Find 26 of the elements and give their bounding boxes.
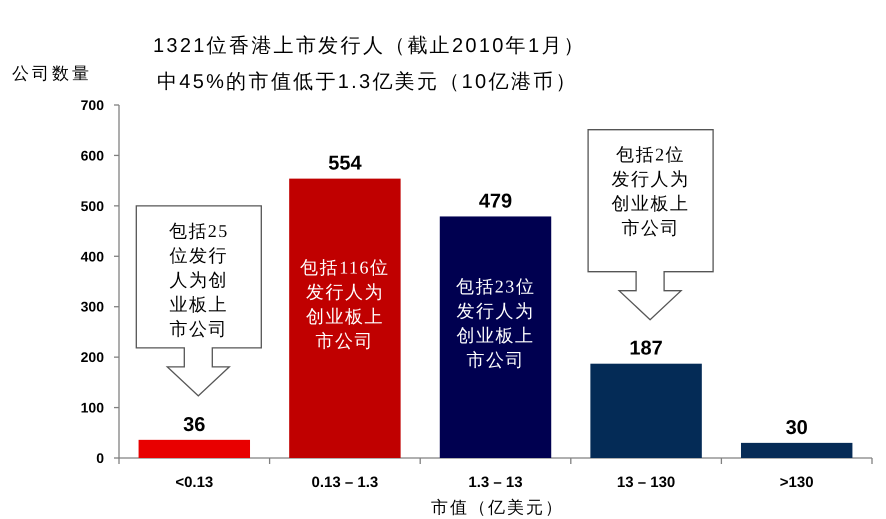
data-label: 479 [478, 190, 512, 212]
note: 包括116位发行人为创业板上市公司 [300, 258, 390, 352]
data-label: 554 [328, 152, 362, 175]
y-tick-label: 0 [96, 450, 104, 466]
y-tick-label: 600 [80, 147, 104, 164]
xlabel: 市值（亿美元） [431, 498, 564, 517]
note: 包括23位发行人为创业板上市公司 [456, 276, 536, 370]
note: 包括25位发行人为创业板上市公司 [168, 220, 229, 339]
x-tick-label: <0.13 [175, 474, 214, 491]
y-tick-label: 700 [80, 97, 104, 113]
y-tick-label: 500 [80, 198, 104, 214]
title: 1321位香港上市发行人（截止2010年1月） [153, 35, 586, 57]
ylabel: 公司数量 [12, 64, 92, 83]
data-label: 36 [183, 414, 206, 436]
x-tick-label: 13 – 130 [616, 474, 676, 491]
y-tick-label: 300 [80, 298, 104, 315]
x-tick-label: >130 [780, 474, 814, 491]
x-tick-label: 0.13 – 1.3 [312, 474, 378, 491]
note: 包括2位发行人为创业板上市公司 [612, 144, 690, 238]
x-tick-label: 1.3 – 13 [468, 474, 523, 491]
y-tick-label: 200 [80, 349, 104, 366]
subtitle: 中45%的市值低于1.3亿美元（10亿港币） [157, 71, 578, 93]
data-label: 187 [629, 338, 663, 360]
data-label: 30 [786, 416, 808, 439]
y-tick-label: 400 [80, 248, 104, 264]
y-tick-label: 100 [80, 400, 104, 416]
